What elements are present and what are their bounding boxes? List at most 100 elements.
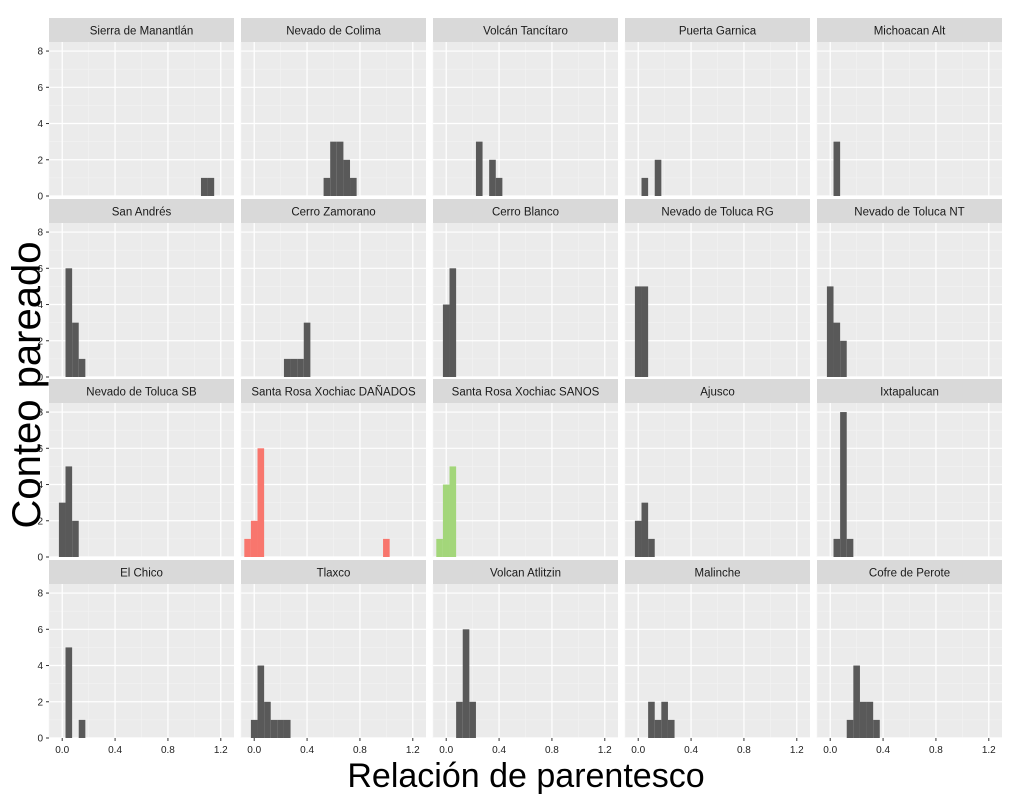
x-tick-label: 1.2	[406, 745, 420, 756]
y-tick-label: 0	[37, 192, 43, 203]
histogram-bar	[277, 719, 284, 738]
x-tick-label: 0.0	[55, 745, 69, 756]
histogram-bar	[65, 466, 73, 557]
facet-panel: Puerta Garnica	[624, 18, 810, 197]
y-tick-label: 2	[37, 336, 43, 347]
histogram-bar	[469, 701, 476, 738]
facet-strip	[49, 379, 234, 403]
facet-panel: Volcan Atlitzin 0.0 0.4 0.8 1.2	[432, 560, 618, 756]
histogram-bar	[873, 719, 880, 738]
histogram-bar	[654, 159, 662, 196]
histogram-bar	[65, 268, 73, 377]
facet-strip	[433, 379, 618, 403]
facet-panel: Cerro Zamorano	[240, 199, 426, 378]
x-tick-label: 0.4	[684, 745, 698, 756]
facet-title: Tlaxco	[317, 568, 351, 580]
facet-title: Malinche	[694, 568, 740, 580]
histogram-bar	[72, 322, 79, 377]
y-tick-label: 2	[37, 697, 43, 708]
x-tick-label: 0.8	[353, 745, 367, 756]
facet-title: Nevado de Toluca NT	[854, 207, 964, 219]
histogram-bar	[667, 719, 675, 738]
histogram-bar	[207, 177, 215, 196]
histogram-bar	[290, 358, 298, 377]
facet-title: Volcán Tancítaro	[483, 26, 568, 38]
y-tick-label: 4	[37, 300, 43, 311]
facet-strip	[49, 18, 234, 42]
histogram-bar	[383, 538, 390, 557]
y-tick-label: 8	[37, 47, 43, 58]
x-tick-label: 0.4	[492, 745, 506, 756]
y-tick-label: 8	[37, 228, 43, 239]
histogram-bar	[866, 701, 874, 738]
x-tick-label: 0.8	[737, 745, 751, 756]
histogram-bar	[826, 286, 834, 377]
histogram-bar	[648, 538, 655, 557]
facet-panel: Nevado de Toluca RG	[624, 199, 810, 378]
facet-panel: Volcán Tancítaro	[432, 18, 618, 197]
facet-panel: Santa Rosa Xochiac DAÑADOS	[240, 379, 426, 558]
x-tick-label: 0.0	[439, 745, 453, 756]
y-tick-label: 6	[37, 625, 43, 636]
facet-title: Michoacan Alt	[874, 26, 946, 38]
histogram-bar	[489, 159, 496, 196]
histogram-bar	[840, 340, 847, 377]
histogram-bar	[58, 502, 66, 557]
histogram-bar	[436, 538, 443, 557]
histogram-bar	[661, 701, 668, 738]
y-tick-label: 0	[37, 734, 43, 745]
histogram-bar	[78, 719, 86, 738]
facet-strip	[241, 560, 426, 584]
histogram-bar	[257, 448, 265, 557]
y-tick-label: 4	[37, 480, 43, 491]
y-tick-label: 0	[37, 373, 43, 384]
histogram-bar	[449, 466, 457, 557]
histogram-bar	[833, 538, 841, 557]
facet-title: Santa Rosa Xochiac DAÑADOS	[251, 386, 416, 399]
facet-panel: Malinche 0.0 0.4 0.8 1.2	[624, 560, 810, 756]
y-tick-label: 2	[37, 516, 43, 527]
histogram-bar	[343, 159, 351, 196]
facet-title: Cofre de Perote	[869, 568, 950, 580]
histogram-bar	[641, 502, 649, 557]
histogram-bar	[323, 177, 331, 196]
facet-strip	[433, 199, 618, 223]
histogram-bar	[449, 268, 457, 377]
x-axis-title: Relación de parentesco	[347, 757, 704, 795]
histogram-bar	[65, 647, 73, 738]
x-tick-label: 0.4	[876, 745, 890, 756]
facet-strip	[241, 379, 426, 403]
facet-strip	[241, 18, 426, 42]
facet-panel: El Chico 0 2 4 6 8 0.0 0.4 0.8 1.2	[37, 560, 234, 756]
facet-panel: Nevado de Colima	[240, 18, 426, 197]
y-tick-label: 0	[37, 553, 43, 564]
x-tick-label: 1.2	[790, 745, 804, 756]
histogram-bar	[330, 141, 337, 196]
histogram-bar	[833, 322, 841, 377]
histogram-bar	[495, 177, 503, 196]
x-tick-label: 0.4	[300, 745, 314, 756]
histogram-bar	[264, 701, 271, 738]
histogram-bar	[462, 629, 470, 738]
histogram-bar	[257, 665, 265, 738]
histogram-bar	[634, 286, 642, 377]
x-tick-label: 0.8	[929, 745, 943, 756]
facet-title: El Chico	[120, 568, 163, 580]
histogram-bar	[859, 701, 867, 738]
histogram-bar	[336, 141, 344, 196]
histogram-bar	[78, 358, 86, 377]
histogram-bar	[641, 177, 649, 196]
facet-title: Cerro Zamorano	[291, 207, 375, 219]
facet-panel: Santa Rosa Xochiac SANOS	[432, 379, 618, 558]
y-tick-label: 6	[37, 444, 43, 455]
facet-strip	[625, 199, 810, 223]
histogram-bar	[654, 719, 662, 738]
facet-strip	[433, 18, 618, 42]
facet-strip	[625, 560, 810, 584]
facet-title: Nevado de Toluca SB	[86, 387, 197, 399]
facet-panel: Michoacan Alt	[816, 18, 1002, 197]
y-tick-label: 4	[37, 661, 43, 672]
y-tick-label: 6	[37, 264, 43, 275]
facet-panel: Ixtapalucan	[816, 379, 1002, 558]
